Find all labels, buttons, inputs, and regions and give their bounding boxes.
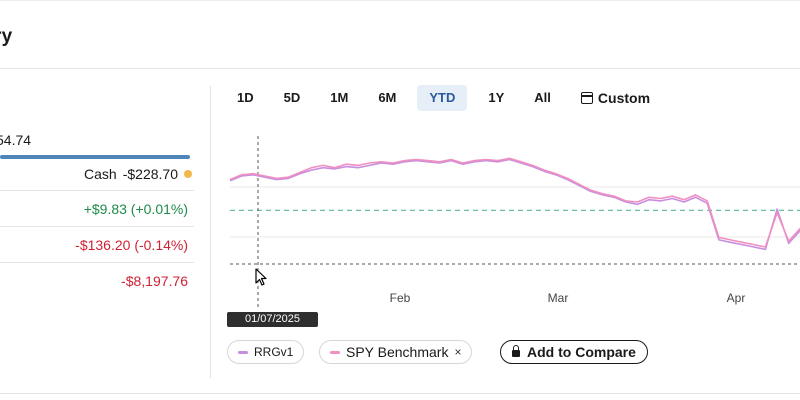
x-tick-label: Apr <box>727 291 746 305</box>
hover-date-tooltip: 01/07/2025 <box>227 312 318 327</box>
tab-ytd[interactable]: YTD <box>417 85 468 111</box>
tab-1y[interactable]: 1Y <box>488 90 505 105</box>
lock-icon <box>512 345 520 357</box>
tab-custom[interactable]: Custom <box>572 85 659 111</box>
x-tick-label: Mar <box>548 291 569 305</box>
top-border <box>0 0 800 1</box>
x-tick-label: Feb <box>390 291 411 305</box>
calendar-icon <box>580 92 593 104</box>
row-divider <box>0 190 194 191</box>
row-divider <box>0 262 194 263</box>
tab-1d[interactable]: 1D <box>237 90 254 105</box>
remove-benchmark-icon[interactable]: × <box>454 345 462 359</box>
legend-portfolio-label: RRGv1 <box>254 345 294 359</box>
portfolio-total-value: 54.74 <box>0 132 32 148</box>
legend-chip-portfolio[interactable]: RRGv1 <box>227 340 305 364</box>
cash-value: -$228.70 <box>122 166 178 182</box>
cash-row: Cash -$228.70 <box>84 166 192 182</box>
benchmark-swatch-icon <box>330 350 340 354</box>
cash-label: Cash <box>84 166 117 182</box>
tab-6m[interactable]: 6M <box>378 90 397 105</box>
timeframe-tabs: 1D 5D 1M 6M YTD 1Y All Custom <box>228 85 671 111</box>
performance-chart[interactable]: Feb Mar Apr <box>212 120 800 320</box>
portfolio-swatch-icon <box>238 350 248 354</box>
day-change-value: +$9.83 (+0.01%) <box>83 201 188 217</box>
add-to-compare-button[interactable]: Add to Compare <box>500 340 648 364</box>
page-title: ry <box>0 26 13 47</box>
realized-value: -$8,197.76 <box>121 273 188 289</box>
tab-all[interactable]: All <box>534 90 551 105</box>
series-line-portfolio <box>229 158 800 251</box>
tab-5d[interactable]: 5D <box>283 90 301 105</box>
total-change-value: -$136.20 (-0.14%) <box>75 237 188 253</box>
mouse-pointer-icon <box>255 268 267 286</box>
allocation-bar <box>0 155 190 159</box>
tab-1m[interactable]: 1M <box>330 90 349 105</box>
legend-chip-benchmark[interactable]: SPY Benchmark × <box>319 340 473 364</box>
panel-divider <box>210 86 211 378</box>
tab-custom-label: Custom <box>597 90 651 106</box>
row-divider <box>0 226 194 227</box>
header-divider <box>0 68 800 69</box>
add-to-compare-label: Add to Compare <box>527 344 636 360</box>
footer-divider <box>0 393 800 394</box>
legend-benchmark-label: SPY Benchmark <box>346 344 449 360</box>
series-line-benchmark <box>229 157 800 248</box>
cash-dot-icon <box>184 170 192 178</box>
